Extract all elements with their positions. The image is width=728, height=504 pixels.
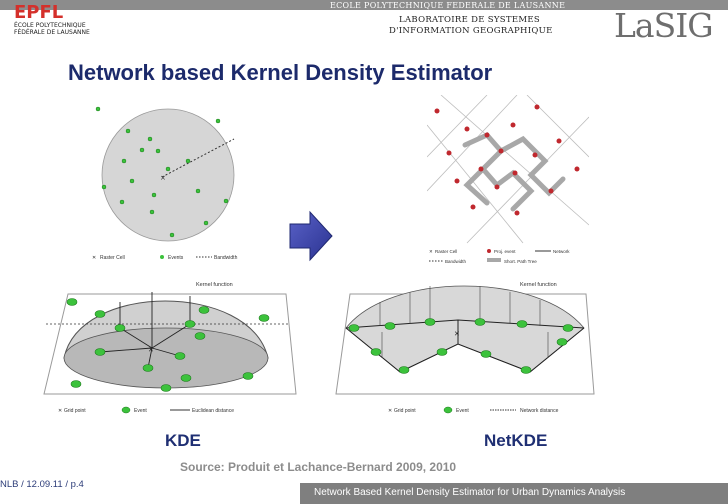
epfl-subtitle: ÉCOLE POLYTECHNIQUE FÉDÉRALE DE LAUSANNE (14, 22, 90, 36)
kde-bottom-events (66, 298, 270, 392)
kde-raster-figure: × ✕ Raster Cell Events Bandwidth (88, 95, 250, 261)
netkde-grid-point-mark: ✕ (454, 330, 460, 338)
svg-text:✕: ✕ (58, 408, 62, 414)
right-arrow-icon (289, 210, 333, 262)
kde-kernel-base (63, 327, 269, 389)
netkde-network-lines (427, 95, 589, 244)
svg-text:Event: Event (456, 408, 469, 414)
svg-text:Grid point: Grid point (394, 408, 416, 414)
svg-text:Network distance: Network distance (520, 408, 559, 414)
netkde-bottom-legend: ✕ Grid point Event Network distance (388, 406, 559, 414)
netkde-network-figure: ✕ Raster Cell Proj. event Network Bandwid… (427, 95, 589, 264)
netkde-background (427, 95, 589, 243)
svg-text:✕: ✕ (92, 255, 96, 261)
kde-kernel-figure: ✕ Kernel function ✕ Grid point Event Eucl… (43, 282, 297, 414)
svg-text:Bandwidth: Bandwidth (214, 255, 238, 261)
lab-name-line1: LABORATOIRE DE SYSTEMES (399, 15, 541, 25)
svg-text:Raster Cell: Raster Cell (435, 249, 457, 254)
kde-grid-point-mark: ✕ (148, 346, 154, 354)
svg-text:Event: Event (134, 408, 147, 414)
netkde-label: NetKDE (484, 431, 548, 450)
epfl-subtitle-line2: FÉDÉRALE DE LAUSANNE (14, 29, 90, 36)
kde-top-legend: ✕ Raster Cell Events Bandwidth (92, 255, 238, 261)
footer-page-info: NLB / 12.09.11 / p.4 (0, 479, 84, 490)
kde-bandwidth-circle (101, 108, 235, 242)
svg-text:Raster Cell: Raster Cell (100, 255, 125, 261)
svg-text:Events: Events (168, 255, 184, 261)
kde-events (95, 106, 229, 238)
kde-kernel-label: Kernel function (196, 282, 233, 288)
svg-text:Grid point: Grid point (64, 408, 86, 414)
school-name: ECOLE POLYTECHNIQUE FEDERALE DE LAUSANNE (330, 1, 566, 10)
source-citation: Source: Produit et Lachance-Bernard 2009… (180, 460, 457, 474)
kde-bandwidth-line (161, 138, 235, 178)
lab-name-line2: D'INFORMATION GEOGRAPHIQUE (389, 26, 553, 36)
lasig-logo: LaSIG (614, 6, 714, 45)
svg-text:✕: ✕ (388, 408, 392, 414)
netkde-kernel-label: Kernel function (520, 282, 557, 288)
header-bar (0, 0, 728, 10)
slide-title: Network based Kernel Density Estimator (68, 60, 493, 85)
kde-bottom-legend: ✕ Grid point Event Euclidean distance (58, 406, 234, 414)
footer-title: Network Based Kernel Density Estimator f… (314, 487, 626, 498)
svg-text:Proj. event: Proj. event (494, 249, 516, 254)
svg-text:Bandwidth: Bandwidth (445, 259, 467, 264)
epfl-subtitle-line1: ÉCOLE POLYTECHNIQUE (14, 22, 86, 29)
footer-bar (300, 483, 728, 504)
netkde-bottom-events (348, 318, 574, 374)
epfl-logo-text: EPFL (14, 2, 63, 20)
epfl-logo: EPFL (14, 2, 63, 20)
svg-text:✕: ✕ (429, 249, 433, 254)
netkde-top-legend: ✕ Raster Cell Proj. event Network Bandwid… (429, 249, 570, 264)
netkde-projected-events (434, 104, 580, 216)
svg-text:Short. Path Tree: Short. Path Tree (504, 259, 537, 264)
svg-text:Network: Network (553, 249, 570, 254)
kde-raster-cell-mark: × (160, 174, 166, 182)
netkde-kernel-verticals (379, 286, 549, 358)
kde-label: KDE (165, 431, 201, 450)
svg-text:Euclidean distance: Euclidean distance (192, 408, 234, 414)
netkde-kernel-figure: ✕ Kernel function ✕ Grid point Event Netw… (335, 282, 595, 414)
